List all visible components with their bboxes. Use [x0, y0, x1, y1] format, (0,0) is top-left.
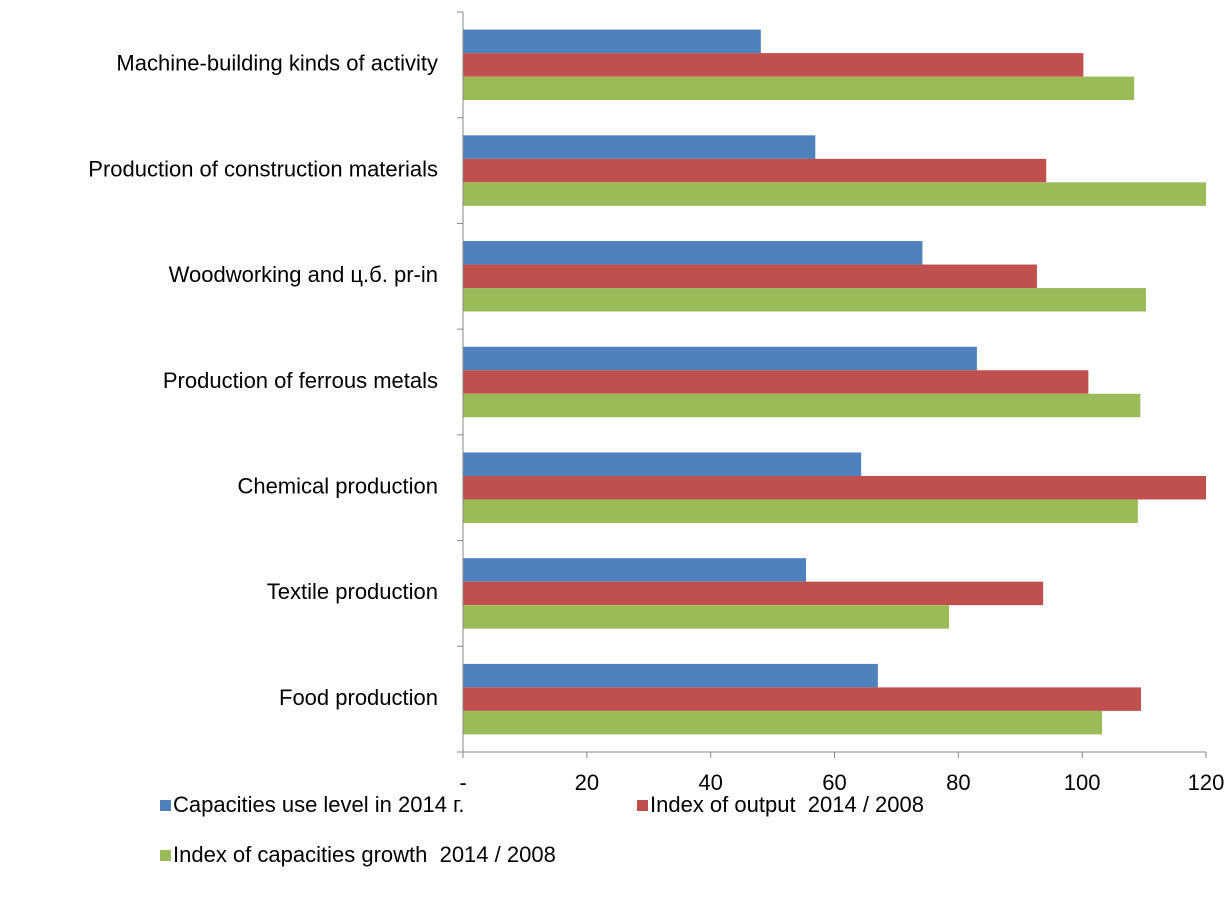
bar — [463, 288, 1146, 312]
bar — [463, 370, 1089, 394]
bar — [463, 53, 1084, 77]
bar — [463, 710, 1102, 735]
y-tick-label: Woodworking and ц.б. pr-in — [169, 262, 438, 287]
y-tick-label: Textile production — [267, 579, 438, 604]
x-tick-label: 60 — [822, 770, 846, 795]
x-tick-label: 80 — [946, 770, 970, 795]
legend-label: Capacities use level in 2014 г. — [173, 792, 465, 817]
y-tick-label: Production of construction materials — [88, 156, 438, 181]
bar — [463, 663, 878, 688]
y-tick-label: Chemical production — [237, 474, 438, 499]
bar — [463, 499, 1138, 523]
bar — [463, 558, 807, 582]
bar — [463, 182, 1206, 206]
bar — [463, 29, 761, 54]
bar — [463, 135, 816, 159]
y-tick-label: Production of ferrous metals — [163, 368, 438, 393]
legend-swatch — [160, 850, 171, 861]
x-tick-label: 100 — [1064, 770, 1101, 795]
bar — [463, 581, 1044, 606]
legend-label: Index of capacities growth 2014 / 2008 — [173, 842, 556, 867]
x-tick-label: 20 — [575, 770, 599, 795]
bar — [463, 393, 1141, 418]
y-tick-label: Machine-building kinds of activity — [116, 51, 438, 76]
y-tick-label: Food production — [279, 685, 438, 710]
bar — [463, 76, 1135, 101]
legend-swatch — [637, 800, 648, 811]
bar — [463, 346, 977, 371]
x-tick-label: 40 — [698, 770, 722, 795]
bar — [463, 158, 1047, 183]
legend-swatch — [160, 800, 171, 811]
legend-label: Index of output 2014 / 2008 — [650, 792, 924, 817]
bar — [463, 264, 1037, 289]
bar — [463, 241, 923, 265]
bar — [463, 452, 862, 476]
bar — [463, 687, 1141, 711]
x-tick-label: - — [459, 770, 466, 795]
bar — [463, 605, 950, 629]
bar — [463, 475, 1206, 500]
x-tick-label: 120 — [1188, 770, 1224, 795]
